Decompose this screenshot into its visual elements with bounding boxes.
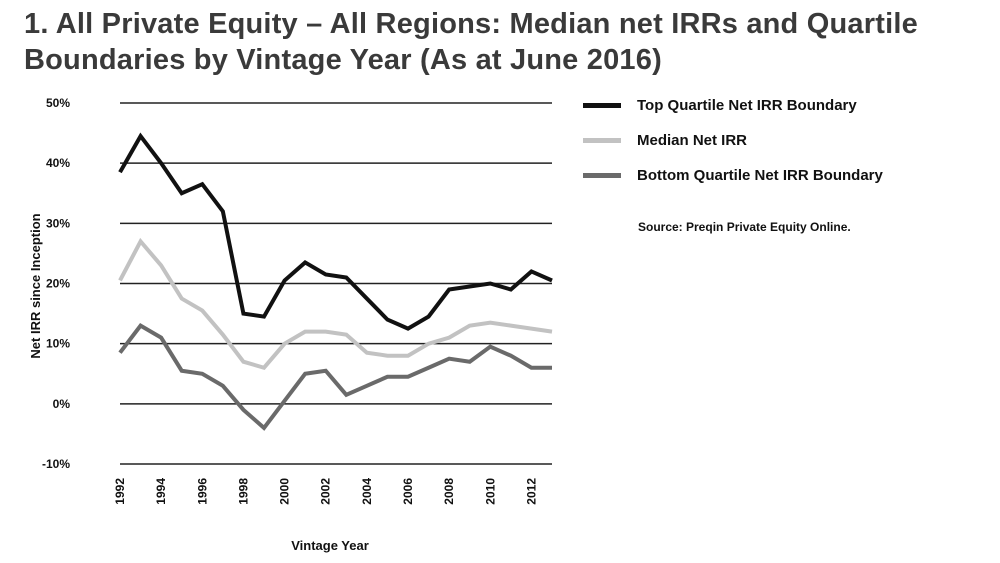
x-tick-label: 2002	[319, 478, 333, 505]
legend-label: Top Quartile Net IRR Boundary	[637, 97, 857, 114]
series-line-0	[118, 132, 553, 331]
title-line-1: 1. All Private Equity – All Regions: Med…	[24, 8, 918, 40]
y-axis-label: Net IRR since Inception	[28, 213, 43, 358]
legend: Top Quartile Net IRR Boundary Median Net…	[583, 88, 883, 193]
y-tick-label: 30%	[46, 216, 70, 230]
y-tick-label: -10%	[42, 457, 70, 471]
source-note: Source: Preqin Private Equity Online.	[638, 220, 851, 234]
y-tick-label: 20%	[46, 277, 70, 291]
y-tick-label: 40%	[46, 156, 70, 170]
legend-swatch	[583, 103, 621, 108]
x-tick-label: 2012	[524, 478, 538, 505]
y-tick-label: 0%	[53, 397, 71, 411]
x-axis-label: Vintage Year	[291, 538, 369, 553]
x-tick-label: 2000	[278, 478, 292, 505]
legend-label: Median Net IRR	[637, 132, 748, 149]
x-tick-label: 1996	[195, 478, 209, 505]
y-tick-label: 50%	[46, 96, 70, 110]
legend-label: Bottom Quartile Net IRR Boundary	[637, 167, 883, 184]
legend-item-median: Median Net IRR	[583, 123, 883, 158]
x-tick-label: 2008	[442, 478, 456, 505]
series-line-2	[118, 322, 552, 431]
legend-swatch	[583, 173, 621, 178]
x-tick-label: 2004	[360, 478, 374, 505]
x-tick-label: 1994	[154, 478, 168, 505]
y-tick-label: 10%	[46, 337, 70, 351]
legend-item-bottom-quartile: Bottom Quartile Net IRR Boundary	[583, 158, 883, 193]
x-tick-label: 1992	[113, 478, 127, 505]
x-tick-label: 1998	[236, 478, 250, 505]
title-line-2: Boundaries by Vintage Year (As at June 2…	[24, 44, 662, 76]
legend-swatch	[583, 138, 621, 143]
x-tick-label: 2006	[401, 478, 415, 505]
legend-item-top-quartile: Top Quartile Net IRR Boundary	[583, 88, 883, 123]
chart-title: 1. All Private Equity – All Regions: Med…	[24, 6, 918, 78]
x-tick-label: 2010	[483, 478, 497, 505]
series-line-1	[118, 237, 553, 371]
